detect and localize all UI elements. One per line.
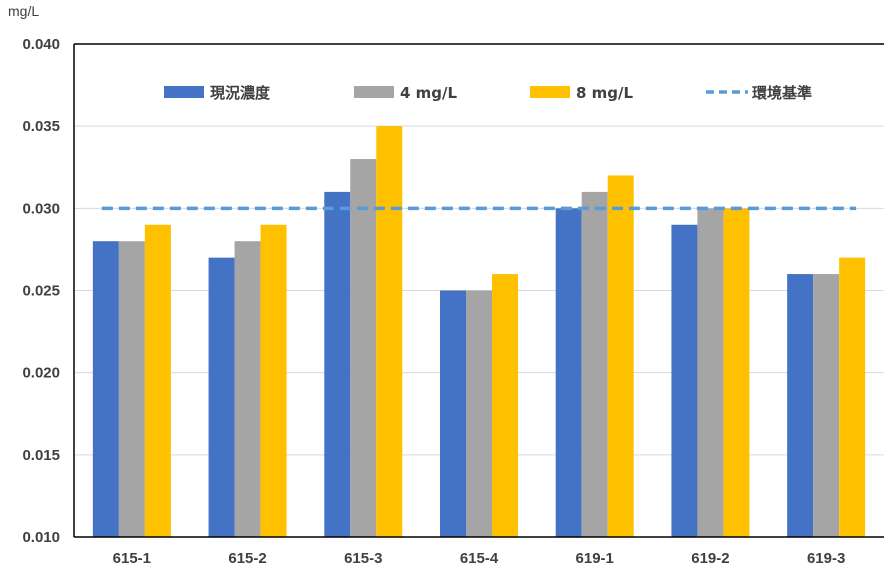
y-tick-label: 0.025 (22, 283, 60, 300)
bars (92, 126, 866, 538)
y-unit-label: mg/L (8, 3, 39, 19)
bar (208, 257, 235, 537)
bar (234, 241, 261, 537)
legend-label: 環境基準 (752, 84, 812, 102)
bar (92, 241, 119, 537)
legend-label: 現況濃度 (210, 84, 271, 102)
x-tick-label: 615-3 (344, 550, 382, 567)
legend-swatch (164, 86, 204, 98)
x-tick-label: 619-1 (576, 550, 614, 567)
bar (723, 208, 750, 538)
bar (144, 224, 171, 537)
bar (324, 191, 351, 537)
x-tick-label: 615-1 (113, 550, 151, 567)
bar (697, 208, 724, 538)
bar (555, 208, 582, 538)
y-tick-label: 0.040 (22, 36, 60, 53)
bar (607, 175, 634, 537)
legend: 現況濃度 4 mg/L 8 mg/L 環境基準 (164, 84, 812, 102)
y-tick-label: 0.020 (22, 365, 60, 382)
bar (260, 224, 287, 537)
bar (839, 257, 866, 537)
x-tick-label: 615-2 (228, 550, 266, 567)
y-tick-label: 0.030 (22, 200, 60, 217)
bar (350, 159, 377, 538)
legend-swatch (530, 86, 570, 98)
axes (73, 43, 884, 538)
x-tick-labels: 615-1 615-2 615-3 615-4 619-1 619-2 619-3 (113, 550, 846, 567)
bar (813, 274, 840, 537)
bar (466, 290, 492, 537)
x-tick-label: 619-3 (807, 550, 845, 567)
bar (581, 191, 608, 537)
bar (440, 290, 466, 537)
bar (787, 274, 814, 537)
y-tick-labels: 0.010 0.015 0.020 0.025 0.030 0.035 0.040 (22, 36, 60, 546)
legend-swatch (354, 86, 394, 98)
x-tick-label: 619-2 (691, 550, 729, 567)
legend-label: 4 mg/L (400, 84, 458, 102)
x-tick-label: 615-4 (460, 550, 499, 567)
y-tick-label: 0.035 (22, 118, 60, 135)
legend-label: 8 mg/L (576, 84, 634, 102)
bar (671, 224, 698, 537)
y-tick-label: 0.010 (22, 529, 60, 546)
bar (376, 126, 403, 538)
y-tick-label: 0.015 (22, 447, 60, 464)
bar (118, 241, 145, 537)
bar (492, 274, 518, 537)
